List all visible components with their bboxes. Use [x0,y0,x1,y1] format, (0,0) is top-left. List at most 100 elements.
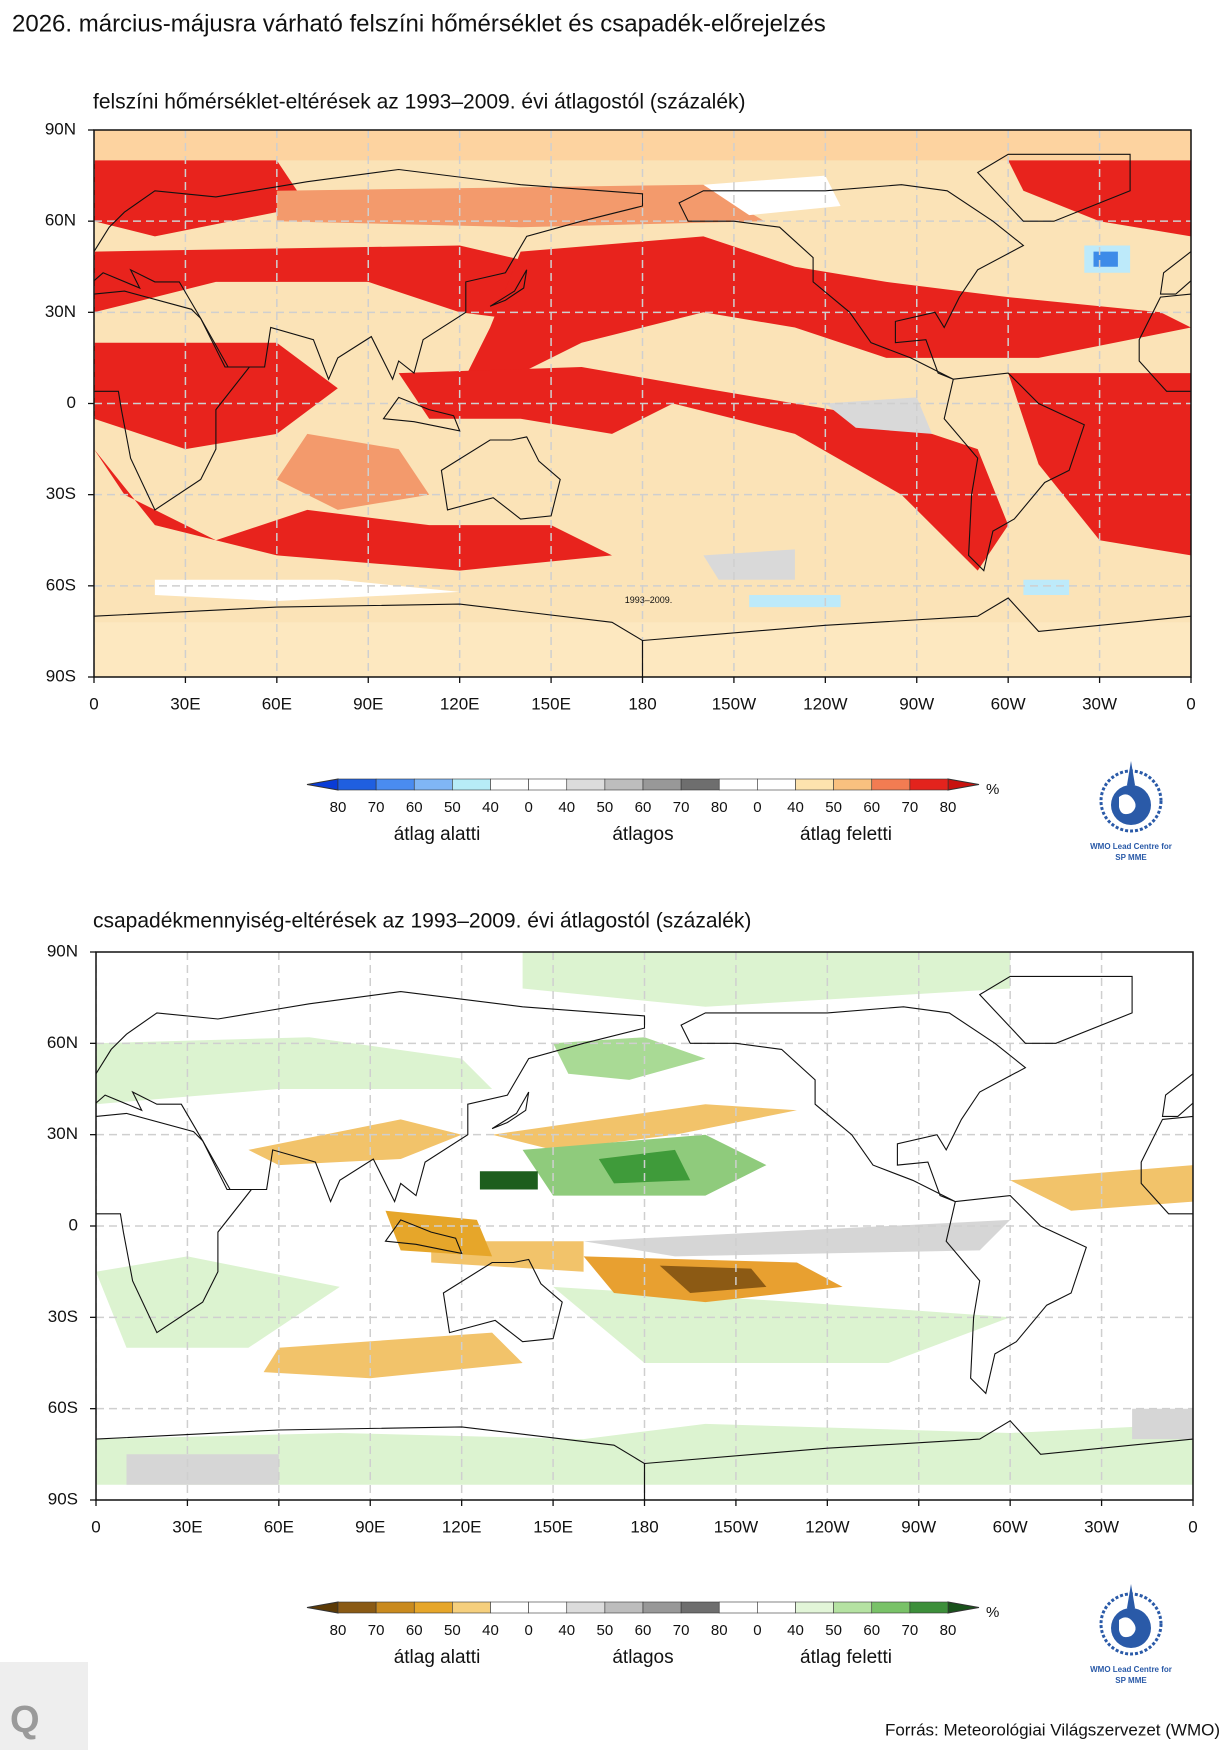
colorbar-tick-label: 50 [825,799,842,816]
panel-subtitle: csapadékmennyiség-eltérések az 1993–2009… [93,910,751,933]
colorbar-tick-label: 60 [863,799,880,816]
colorbar-segment [567,779,605,790]
colorbar-tick-label: 70 [368,1622,385,1639]
colorbar-segment [643,779,681,790]
colorbar-segment [414,779,452,790]
lon-label: 0 [1188,1517,1197,1536]
colorbar-group: átlag alatti [394,824,481,845]
logo-star [1127,761,1135,789]
colorbar-tick-label: 50 [444,1622,461,1639]
map-annotation: 1993–2009. [625,595,673,605]
lon-label: 120W [803,694,847,713]
lat-label: 90S [46,666,76,685]
colorbar-tick-label: 50 [825,1622,842,1639]
lon-label: 0 [91,1517,100,1536]
lon-label: 90E [353,694,383,713]
lat-label: 60S [48,1398,78,1417]
colorbar-tick-label: 40 [482,1622,499,1639]
colorbar-segment [681,779,719,790]
colorbar-tick-label: 40 [558,1622,575,1639]
colorbar-tick-label: 80 [330,799,347,816]
source: Forrás: Meteorológiai Világszervezet (WM… [885,1720,1220,1739]
colorbar-tick-label: 80 [940,799,957,816]
lat-label: 90N [45,119,76,138]
colorbar-end [948,1602,979,1613]
lon-label: 60W [993,1517,1028,1536]
colorbar-segment [605,779,643,790]
colorbar-segment [529,779,567,790]
colorbar-group: átlagos [612,824,673,845]
colorbar-segment [338,1602,376,1613]
colorbar-segment [872,779,910,790]
colorbar-segment [872,1602,910,1613]
lon-label: 150W [712,694,756,713]
colorbar-tick-label: 40 [482,799,499,816]
lat-label: 90S [48,1489,78,1508]
map [0,130,1230,677]
watermark: Q [0,1662,88,1750]
lon-label: 60E [262,694,292,713]
colorbar-unit: % [986,781,999,798]
colorbar-segment [605,1602,643,1613]
lon-label: 180 [628,694,656,713]
colorbar-group: átlag feletti [800,824,892,845]
colorbar-tick-label: 70 [673,799,690,816]
watermark-text: Q [10,1699,40,1741]
lat-label: 0 [69,1215,78,1234]
colorbar-tick-label: 80 [330,1622,347,1639]
lat-label: 30S [48,1307,78,1326]
colorbar-segment [643,1602,681,1613]
colorbar-segment [567,1602,605,1613]
colorbar-segment [796,1602,834,1613]
lon-label: 120W [805,1517,849,1536]
lon-label: 120E [442,1517,482,1536]
lon-label: 60E [264,1517,294,1536]
logo-text: SP MME [1115,853,1147,862]
colorbar-end [948,779,979,790]
lon-label: 90W [899,694,934,713]
colorbar-segment [681,1602,719,1613]
lon-label: 90W [901,1517,936,1536]
colorbar-unit: % [986,1604,999,1621]
lat-label: 90N [47,941,78,960]
logo-text: SP MME [1115,1676,1147,1685]
colorbar-tick-label: 80 [711,1622,728,1639]
lat-label: 60S [46,575,76,594]
logo-text: WMO Lead Centre for [1090,1665,1172,1674]
colorbar-tick-label: 60 [406,1622,423,1639]
colorbar-tick-label: 80 [711,799,728,816]
lon-label: 150W [714,1517,758,1536]
colorbar-segment [452,1602,490,1613]
wmo-logo [1101,761,1161,831]
colorbar-segment [414,1602,452,1613]
colorbar-tick-label: 40 [558,799,575,816]
page-title: 2026. március-májusra várható felszíni h… [12,10,826,37]
colorbar-segment [910,1602,948,1613]
map-patch [1132,1409,1193,1439]
logo-star [1127,1584,1135,1612]
colorbar-tick-label: 50 [597,799,614,816]
lat-label: 60N [47,1033,78,1052]
colorbar-tick-label: 0 [753,799,761,816]
colorbar-segment [452,779,490,790]
map-patch [749,595,840,607]
colorbar-segment [910,779,948,790]
colorbar-tick-label: 0 [524,1622,532,1639]
colorbar-segment [376,779,414,790]
lon-label: 150E [533,1517,573,1536]
lon-label: 180 [630,1517,658,1536]
lon-label: 90E [355,1517,385,1536]
lat-label: 30N [45,302,76,321]
map-patch [480,1171,538,1189]
colorbar-tick-label: 50 [444,799,461,816]
colorbar-tick-label: 60 [406,799,423,816]
colorbar-tick-label: 50 [597,1622,614,1639]
colorbar-segment [491,1602,529,1613]
lon-label: 30W [1084,1517,1119,1536]
lon-label: 30W [1082,694,1117,713]
colorbar-segment [719,1602,757,1613]
colorbar-tick-label: 60 [863,1622,880,1639]
colorbar-segment [529,1602,567,1613]
wmo-logo [1101,1584,1161,1654]
